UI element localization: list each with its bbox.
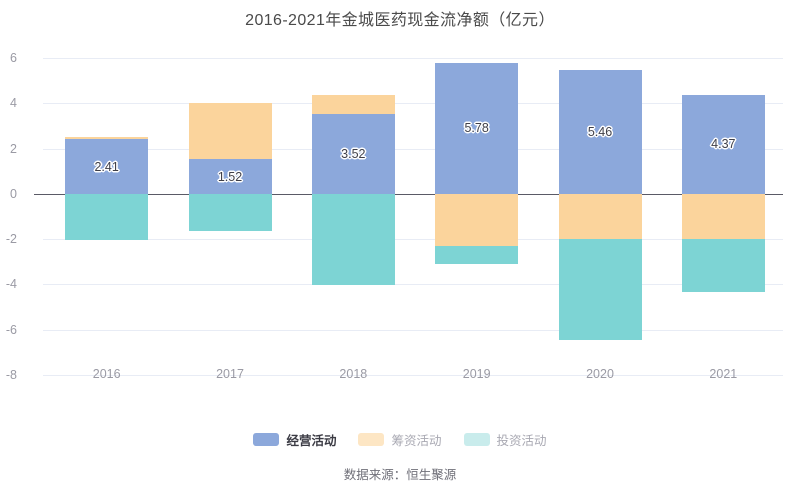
y-axis-tick-label: -4 [5, 277, 17, 292]
x-axis-tick-label: 2017 [216, 367, 244, 381]
legend-swatch-icon [463, 433, 490, 446]
bar-group[interactable]: 1.52 [188, 58, 272, 375]
chart-legend: 经营活动 筹资活动 投资活动 [0, 430, 800, 449]
legend-item[interactable]: 投资活动 [463, 430, 547, 449]
bar-segment-financing[interactable] [188, 102, 272, 160]
zero-axis-line [34, 193, 783, 195]
gridline [43, 103, 783, 105]
bar-group[interactable]: 3.52 [311, 58, 395, 375]
gridline [43, 239, 783, 241]
bar-segment-financing[interactable] [65, 137, 149, 140]
bar-group[interactable]: 5.46 [558, 58, 642, 375]
chart-title: 2016-2021年金城医药现金流净额（亿元） [245, 12, 555, 29]
bar-group[interactable]: 4.37 [681, 58, 765, 375]
bar-segment-financing[interactable] [558, 193, 642, 240]
x-axis-tick-label: 2019 [462, 367, 491, 381]
gridline [43, 148, 783, 150]
bar-segment-investing[interactable] [65, 193, 149, 240]
x-axis-tick-label: 2021 [709, 367, 738, 381]
bar-segment-financing[interactable] [681, 193, 765, 240]
bar-segment-financing[interactable] [311, 95, 395, 115]
legend-swatch-icon [358, 433, 385, 446]
y-axis-tick-label: -2 [5, 232, 17, 247]
y-axis-tick-label: 4 [10, 96, 17, 111]
y-axis-tick-label: 6 [10, 51, 17, 65]
x-axis-tick-label: 2018 [339, 367, 368, 381]
legend-label: 投资活动 [496, 434, 547, 448]
legend-item[interactable]: 经营活动 [253, 430, 336, 449]
x-axis-tick-label: 2020 [586, 367, 614, 381]
legend-label: 筹资活动 [391, 434, 442, 448]
x-axis-tick-label: 2016 [92, 367, 121, 381]
plot-area: 6 4 2 0 -2 -4 -6 -8 2.41 1.52 3.52 5.78 5.46 4.37 [6, 51, 783, 382]
gridline [43, 58, 783, 59]
legend-label: 经营活动 [286, 434, 337, 448]
bar-segment-operating[interactable] [188, 159, 272, 194]
bar-segment-operating[interactable] [558, 70, 642, 194]
gridline [43, 284, 783, 286]
gridline [43, 329, 783, 331]
y-axis-tick-label: 2 [10, 141, 17, 156]
bar-segment-financing[interactable] [435, 193, 519, 246]
bar-segment-investing[interactable] [188, 193, 272, 232]
legend-swatch-icon [253, 433, 280, 446]
bar-segment-operating[interactable] [435, 62, 519, 194]
source-note: 数据来源：恒生聚源 [343, 468, 457, 482]
y-axis-tick-label: -8 [5, 368, 17, 382]
bar-segment-operating[interactable] [311, 114, 395, 194]
bar-segment-investing[interactable] [558, 239, 642, 340]
bar-segment-operating[interactable] [681, 94, 765, 194]
bar-segment-investing[interactable] [311, 193, 395, 285]
y-axis-tick-label: 0 [10, 186, 17, 201]
bar-group[interactable]: 2.41 [65, 58, 149, 375]
y-axis-tick-label: -6 [5, 322, 17, 337]
bar-group[interactable]: 5.78 [435, 58, 519, 375]
gridline [43, 375, 783, 376]
bar-segment-investing[interactable] [435, 245, 519, 265]
bar-segment-operating[interactable] [65, 139, 149, 194]
bar-segment-investing[interactable] [681, 239, 765, 293]
legend-item[interactable]: 筹资活动 [358, 430, 442, 449]
